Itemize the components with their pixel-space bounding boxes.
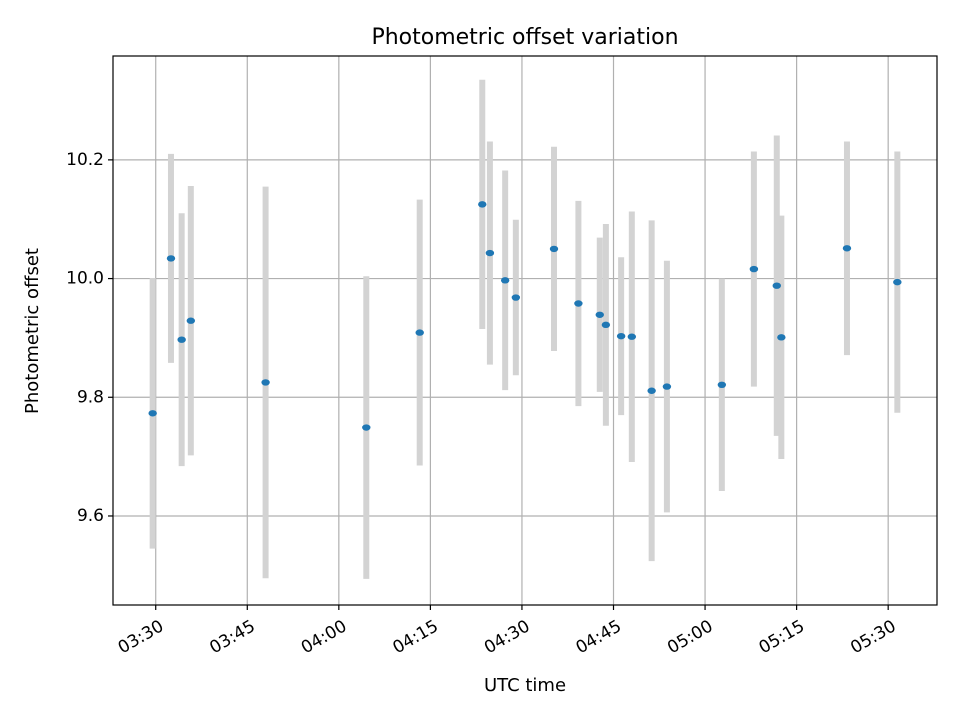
data-point [415, 329, 424, 336]
data-point [478, 201, 487, 208]
data-point [595, 311, 604, 318]
data-point [749, 265, 759, 273]
y-axis-label: Photometric offset [22, 248, 43, 414]
data-point [772, 282, 781, 289]
data-point [777, 334, 786, 341]
data-point [616, 332, 626, 340]
data-point [549, 245, 559, 253]
data-point [574, 300, 583, 307]
x-axis-label: UTC time [484, 675, 566, 696]
data-point [186, 317, 196, 324]
data-point [893, 278, 902, 286]
data-point [842, 245, 852, 252]
chart-title: Photometric offset variation [371, 25, 678, 50]
data-point [177, 336, 186, 343]
y-tick-label: 9.8 [77, 387, 104, 407]
data-point [362, 424, 371, 431]
y-tick-label: 9.6 [77, 506, 104, 526]
data-point [627, 333, 637, 340]
data-point [500, 277, 510, 284]
y-axis-ticks: 9.6 9.8 10.0 10.2 [66, 150, 113, 526]
grid [113, 56, 937, 605]
data-point [485, 249, 495, 257]
y-tick-label: 10.2 [66, 150, 104, 170]
data-point [647, 387, 656, 394]
data-point [662, 383, 672, 390]
data-point [601, 321, 611, 329]
data-point [166, 255, 176, 262]
data-point [261, 379, 270, 386]
data-point [717, 381, 727, 389]
data-points [148, 201, 902, 431]
plot-frame [112, 55, 938, 606]
y-tick-label: 10.0 [66, 269, 104, 289]
data-point [511, 294, 521, 301]
data-point [148, 410, 157, 417]
